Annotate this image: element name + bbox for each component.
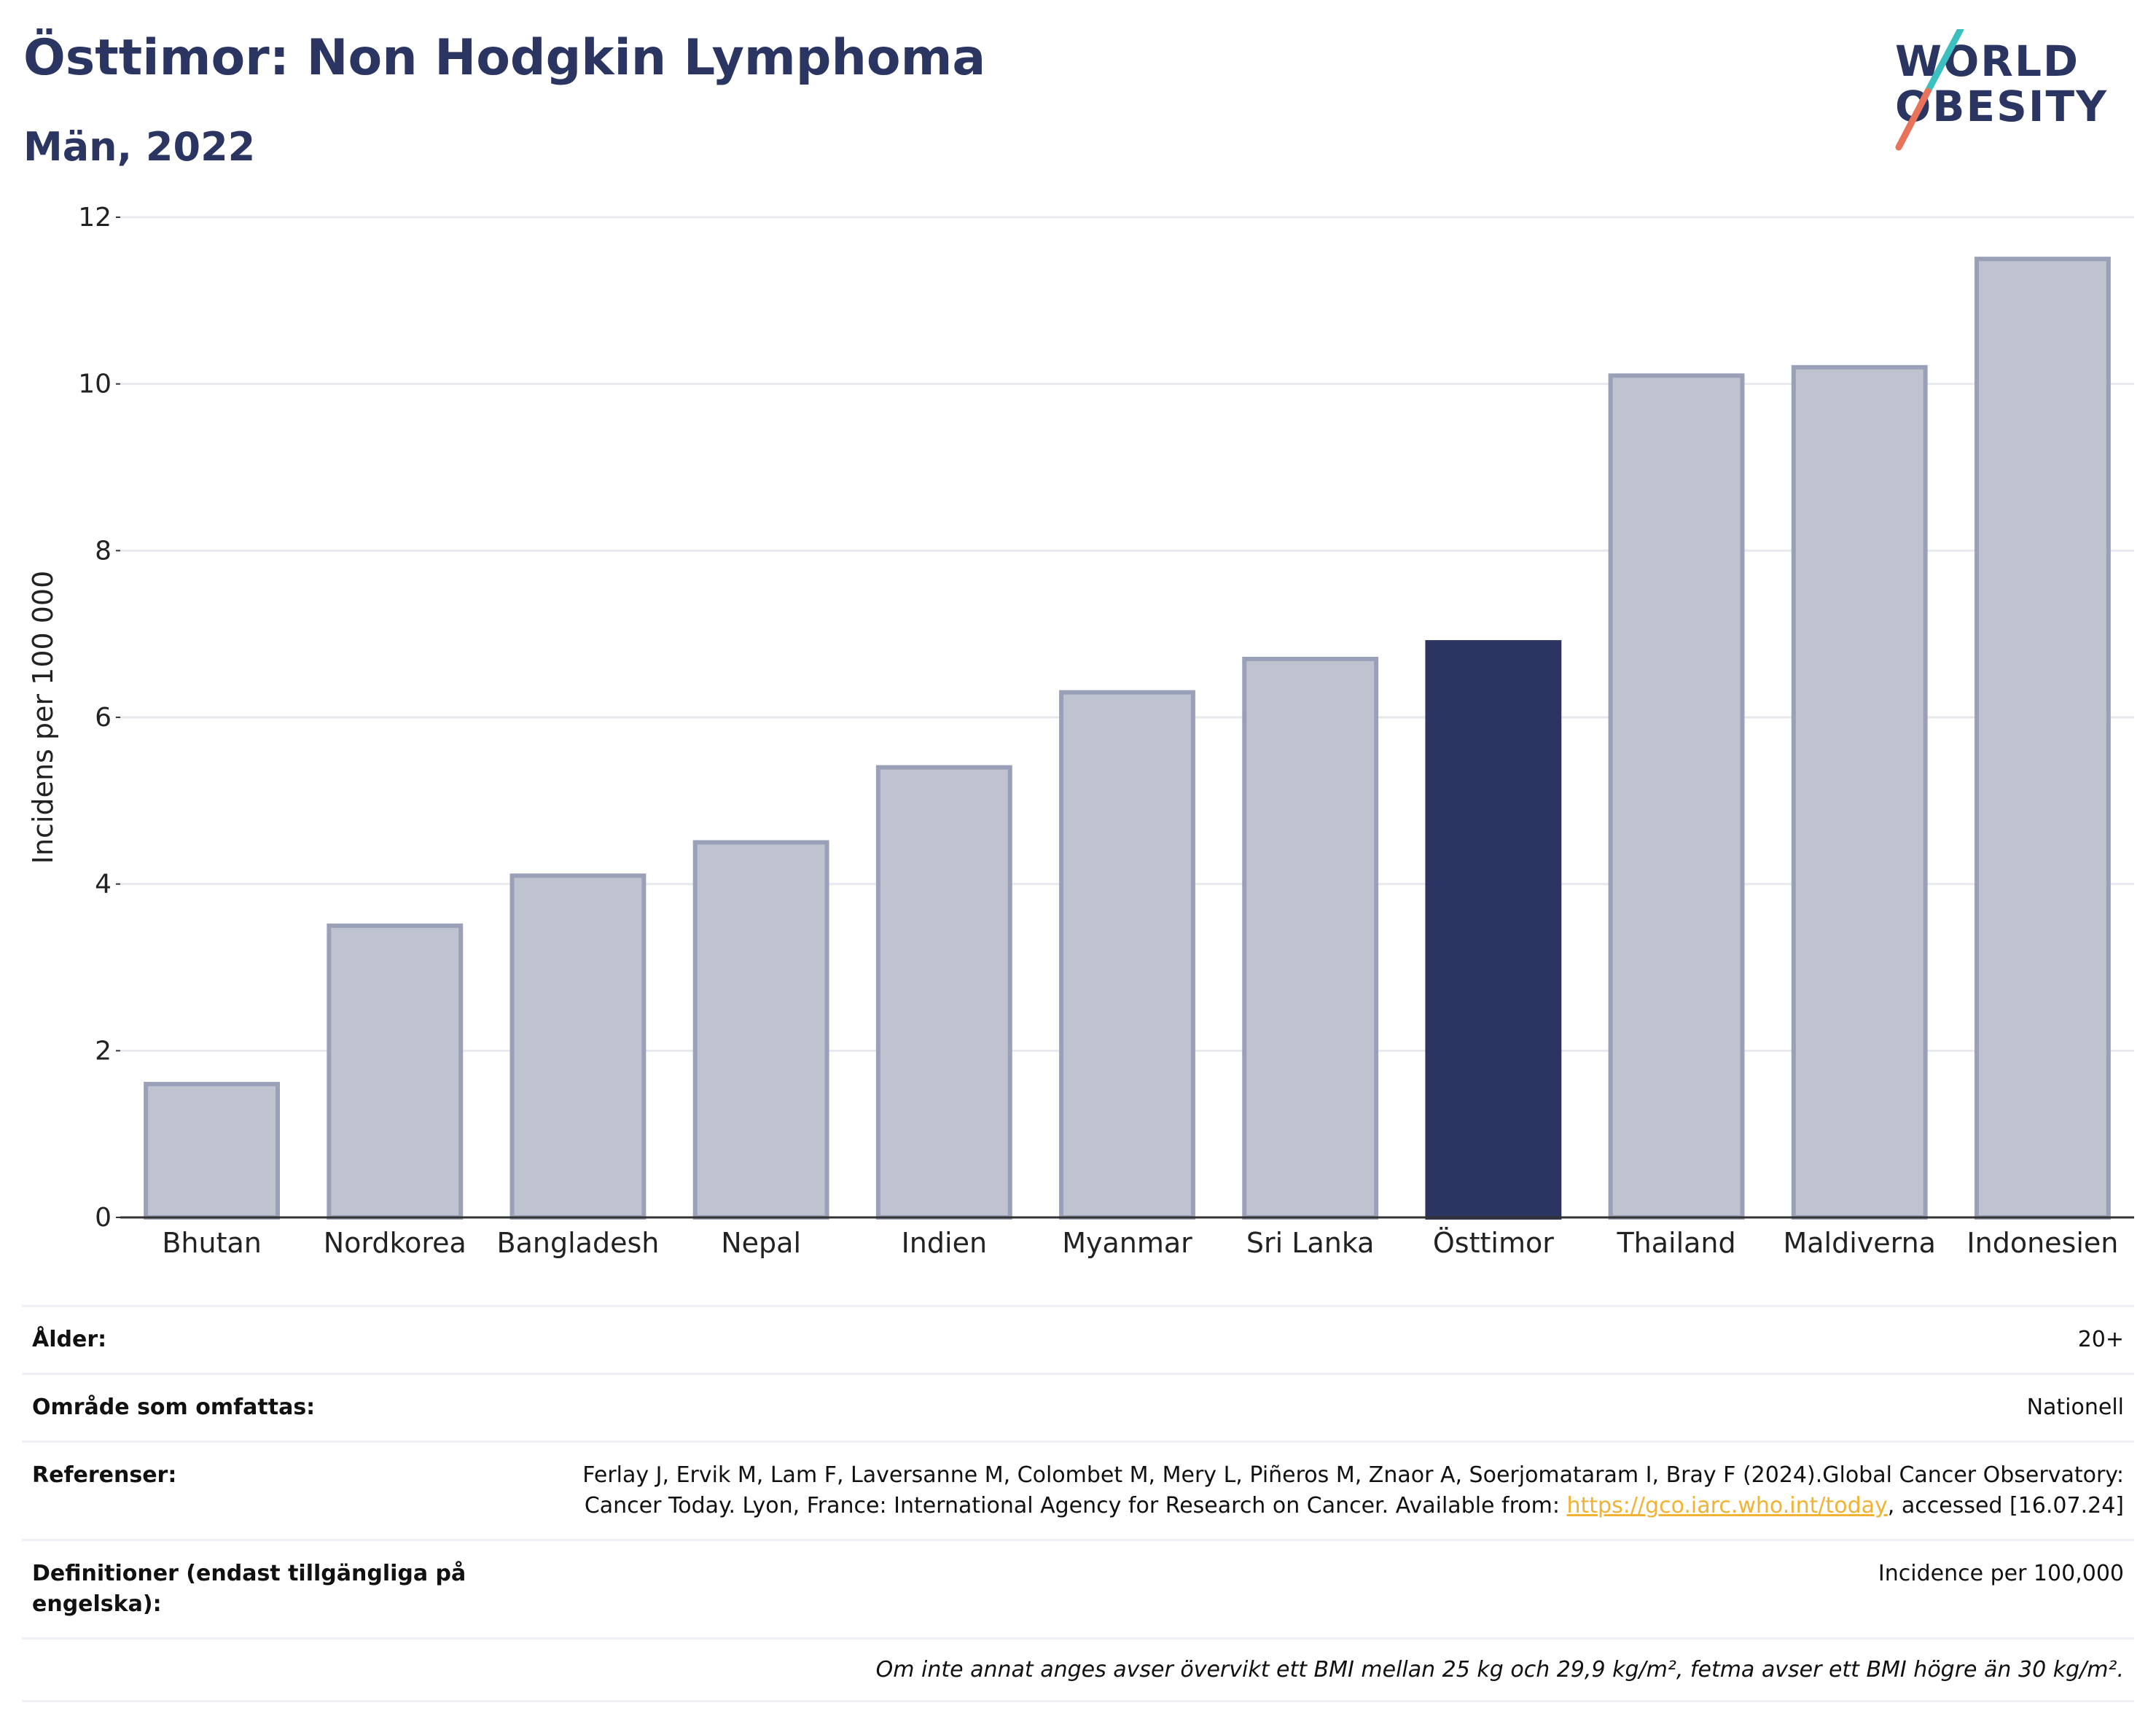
bar: [1059, 690, 1195, 1220]
reference-link[interactable]: https://gco.iarc.who.int/today: [1566, 1493, 1888, 1518]
info-label-coverage: Område som omfattas:: [32, 1395, 316, 1420]
y-tick-label: 4: [95, 870, 112, 900]
bar: [1242, 656, 1379, 1220]
bar: [875, 765, 1012, 1220]
x-tick-label: Indien: [902, 1227, 987, 1259]
x-tick-label: Myanmar: [1062, 1227, 1192, 1259]
info-value-references: Ferlay J, Ervik M, Lam F, Laversanne M, …: [520, 1460, 2124, 1521]
bar: [1974, 257, 2111, 1220]
reference-accessed: , accessed [16.07.24]: [1887, 1493, 2124, 1518]
x-tick-label: Indonesien: [1966, 1227, 2118, 1259]
x-tick-label: Nordkorea: [324, 1227, 466, 1259]
y-tick-label: 0: [95, 1203, 112, 1233]
bar: [1791, 364, 1928, 1220]
x-tick-label: Bhutan: [162, 1227, 262, 1259]
x-tick-label: Nepal: [721, 1227, 801, 1259]
bar: [144, 1082, 281, 1220]
info-label-age: Ålder:: [32, 1327, 107, 1352]
y-tick-label: 8: [95, 536, 112, 566]
y-tick-label: 2: [95, 1036, 112, 1066]
info-value-coverage: Nationell: [2026, 1395, 2124, 1420]
info-row-note: Om inte annat anges avser övervikt ett B…: [22, 1637, 2134, 1702]
y-tick-label: 10: [78, 370, 112, 399]
bar: [1425, 640, 1562, 1220]
x-tick-label: Maldiverna: [1783, 1227, 1936, 1259]
y-axis-title: Incidens per 100 000: [27, 571, 59, 865]
x-tick-label: Bangladesh: [497, 1227, 660, 1259]
logo-text-world: WORLD: [1895, 36, 2080, 86]
reference-text: Ferlay J, Ervik M, Lam F, Laversanne M, …: [582, 1462, 2124, 1518]
bmi-note: Om inte annat anges avser övervikt ett B…: [875, 1657, 2124, 1683]
info-row-references: Referenser: Ferlay J, Ervik M, Lam F, La…: [22, 1440, 2134, 1539]
y-tick-label: 12: [78, 203, 112, 233]
x-tick-label: Thailand: [1616, 1227, 1735, 1259]
chart-subtitle: Män, 2022: [23, 124, 256, 170]
bar: [509, 873, 647, 1220]
bar-chart: 0 2 4 6 8 10 12 Incidens per 100 000 Bhutan Nordk…: [27, 203, 2134, 1259]
info-label-definitions: Definitioner (endast tillgängliga på eng…: [32, 1561, 466, 1617]
info-label-references: Referenser:: [32, 1462, 177, 1488]
bar: [1608, 373, 1745, 1220]
info-row-coverage: Område som omfattas: Nationell: [22, 1373, 2134, 1440]
info-row-age: Ålder: 20+: [22, 1305, 2134, 1373]
x-tick-label: Sri Lanka: [1246, 1227, 1375, 1259]
info-value-definitions: Incidence per 100,000: [1878, 1561, 2124, 1586]
x-tick-label: Östtimor: [1433, 1227, 1554, 1259]
info-value-age: 20+: [2077, 1327, 2124, 1352]
chart-title: Östtimor: Non Hodgkin Lymphoma: [23, 29, 986, 87]
bar: [327, 923, 464, 1220]
info-row-definitions: Definitioner (endast tillgängliga på eng…: [22, 1539, 2134, 1637]
bar: [692, 840, 829, 1220]
info-table: Ålder: 20+ Område som omfattas: Nationel…: [22, 1305, 2134, 1702]
world-obesity-logo: WORLD OBESITY: [1895, 29, 2143, 153]
logo-slash-icon: [1895, 29, 1964, 151]
y-tick-label: 6: [95, 703, 112, 733]
